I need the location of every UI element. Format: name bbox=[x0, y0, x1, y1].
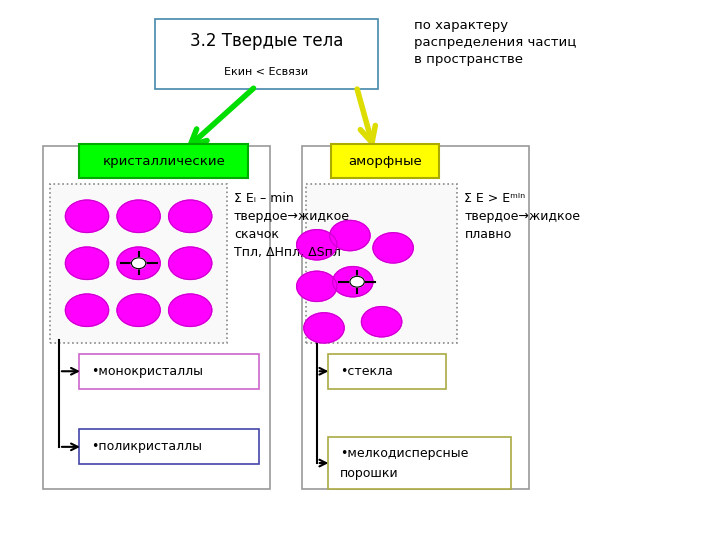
Text: Σ Eᵢ – min
твердое→жидкое
скачок
Тпл, ΔHпл, ΔSпл: Σ Eᵢ – min твердое→жидкое скачок Тпл, ΔH… bbox=[234, 192, 350, 259]
Circle shape bbox=[117, 247, 160, 280]
Text: по характеру
распределения частиц
в пространстве: по характеру распределения частиц в прос… bbox=[414, 19, 577, 66]
FancyBboxPatch shape bbox=[328, 437, 511, 489]
Circle shape bbox=[333, 267, 373, 297]
Text: Eкин < Eсвязи: Eкин < Eсвязи bbox=[225, 67, 308, 77]
Circle shape bbox=[330, 220, 370, 251]
Circle shape bbox=[117, 200, 160, 232]
Circle shape bbox=[297, 271, 337, 301]
FancyBboxPatch shape bbox=[306, 184, 457, 343]
Text: •поликристаллы: •поликристаллы bbox=[91, 440, 202, 454]
Circle shape bbox=[168, 200, 212, 232]
Text: •монокристаллы: •монокристаллы bbox=[91, 364, 204, 378]
Circle shape bbox=[297, 230, 337, 260]
Circle shape bbox=[373, 233, 413, 263]
Text: порошки: порошки bbox=[340, 467, 398, 480]
Text: •мелкодисперсные: •мелкодисперсные bbox=[340, 447, 468, 461]
Circle shape bbox=[66, 247, 109, 280]
Circle shape bbox=[66, 294, 109, 326]
Text: аморфные: аморфные bbox=[348, 154, 422, 168]
FancyBboxPatch shape bbox=[79, 144, 248, 178]
Text: Σ E > Eᵐᴵⁿ
твердое→жидкое
плавно: Σ E > Eᵐᴵⁿ твердое→жидкое плавно bbox=[464, 192, 580, 241]
FancyBboxPatch shape bbox=[50, 184, 227, 343]
Circle shape bbox=[350, 276, 364, 287]
FancyBboxPatch shape bbox=[155, 19, 378, 89]
Circle shape bbox=[117, 294, 160, 326]
Circle shape bbox=[132, 258, 145, 268]
Circle shape bbox=[361, 307, 402, 337]
FancyBboxPatch shape bbox=[79, 429, 259, 464]
FancyBboxPatch shape bbox=[328, 354, 446, 389]
Text: 3.2 Твердые тела: 3.2 Твердые тела bbox=[189, 32, 343, 50]
Circle shape bbox=[66, 200, 109, 232]
Text: кристаллические: кристаллические bbox=[102, 154, 225, 168]
Text: •стекла: •стекла bbox=[340, 364, 392, 378]
Circle shape bbox=[168, 247, 212, 280]
Circle shape bbox=[168, 294, 212, 326]
Circle shape bbox=[304, 313, 344, 343]
FancyBboxPatch shape bbox=[331, 144, 439, 178]
FancyBboxPatch shape bbox=[79, 354, 259, 389]
